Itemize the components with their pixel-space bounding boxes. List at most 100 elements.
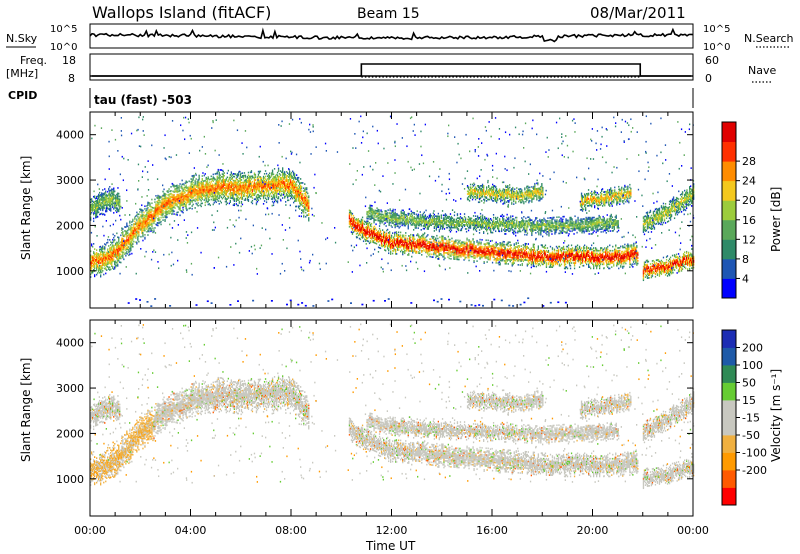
- power-cell: [149, 220, 151, 222]
- power-cell: [90, 276, 92, 278]
- power-cell: [91, 272, 93, 274]
- power-cell: [179, 190, 181, 192]
- power-cell: [136, 211, 138, 214]
- power-cell: [378, 225, 381, 227]
- power-cell: [132, 229, 134, 232]
- power-cell: [106, 269, 108, 271]
- power-cell: [135, 226, 137, 228]
- power-cell: [126, 247, 128, 249]
- power-cell: [135, 241, 137, 243]
- power-cell: [449, 238, 451, 241]
- power-cell: [155, 215, 157, 218]
- power-cell: [281, 193, 283, 195]
- power-cell: [141, 210, 143, 213]
- power-cell: [123, 242, 125, 244]
- power-cell: [145, 225, 147, 227]
- power-cell: [143, 217, 145, 219]
- power-cell: [296, 174, 298, 176]
- power-cell: [130, 238, 132, 241]
- power-cell: [151, 210, 153, 213]
- power-cell: [147, 204, 149, 206]
- power-cell: [117, 263, 119, 266]
- power-cell: [131, 244, 133, 246]
- power-cell: [101, 268, 103, 271]
- power-cell: [94, 255, 96, 257]
- power-cell: [155, 207, 157, 209]
- power-cell: [148, 230, 150, 233]
- power-cell: [144, 238, 146, 240]
- power-cell: [108, 268, 110, 270]
- power-cell: [122, 241, 124, 244]
- power-cell: [173, 210, 175, 213]
- power-cell: [158, 210, 160, 212]
- power-cell: [91, 265, 93, 267]
- power-cell: [117, 243, 119, 245]
- power-cell: [509, 241, 511, 244]
- power-cell: [148, 218, 150, 221]
- power-cell: [104, 254, 106, 256]
- power-cell: [421, 254, 423, 256]
- power-cell: [127, 225, 129, 228]
- power-cell: [144, 221, 146, 224]
- power-cell: [127, 232, 129, 234]
- power-cell: [185, 184, 187, 187]
- power-cell: [298, 176, 300, 179]
- power-cell: [154, 206, 156, 209]
- power-cell: [159, 210, 161, 213]
- power-cell: [94, 275, 96, 278]
- power-cell: [369, 240, 372, 242]
- power-cell: [142, 209, 144, 212]
- power-cell: [107, 190, 109, 193]
- power-cell: [117, 248, 119, 251]
- power-cell: [182, 209, 184, 211]
- power-cell: [120, 261, 122, 264]
- power-cell: [91, 270, 93, 273]
- power-cell: [96, 268, 98, 270]
- power-cell: [138, 217, 140, 220]
- noise-tick-top-right: 10^5: [703, 24, 730, 35]
- power-cell: [120, 234, 122, 237]
- power-cell: [162, 216, 164, 219]
- power-cell: [101, 247, 103, 249]
- power-cell: [155, 204, 157, 207]
- power-cell: [126, 234, 128, 237]
- power-cell: [167, 190, 169, 192]
- power-cell: [113, 260, 115, 262]
- power-cell: [122, 233, 124, 236]
- power-cell: [105, 261, 107, 264]
- power-cell: [178, 185, 180, 187]
- cpid-label: CPID: [8, 89, 37, 102]
- power-cell: [125, 226, 127, 228]
- power-cell: [116, 257, 118, 260]
- power-cell: [116, 256, 118, 259]
- power-cell: [385, 249, 387, 252]
- power-cell: [263, 200, 266, 202]
- power-cell: [220, 169, 223, 171]
- power-cell: [463, 241, 465, 244]
- power-cell: [513, 243, 515, 245]
- power-cell: [128, 243, 130, 246]
- power-cell: [93, 243, 95, 245]
- power-cell: [151, 229, 153, 232]
- power-cell: [109, 250, 111, 252]
- power-cell: [142, 215, 144, 217]
- power-cell: [121, 244, 123, 246]
- power-cell: [142, 235, 144, 238]
- power-cell: [119, 198, 121, 201]
- power-cell: [106, 251, 108, 254]
- power-cell: [125, 233, 127, 235]
- power-cell: [131, 238, 133, 241]
- power-cell: [204, 204, 206, 207]
- power-cell: [476, 260, 478, 262]
- power-cell: [107, 241, 109, 244]
- power-cell: [255, 202, 258, 204]
- power-cell: [179, 183, 181, 185]
- power-cell: [97, 215, 99, 218]
- power-cell: [102, 253, 104, 256]
- power-cell: [143, 214, 145, 217]
- power-cell: [155, 216, 157, 219]
- power-cell: [113, 258, 115, 261]
- power-cell: [121, 249, 123, 252]
- power-cell: [151, 220, 153, 222]
- power-cell: [158, 222, 160, 225]
